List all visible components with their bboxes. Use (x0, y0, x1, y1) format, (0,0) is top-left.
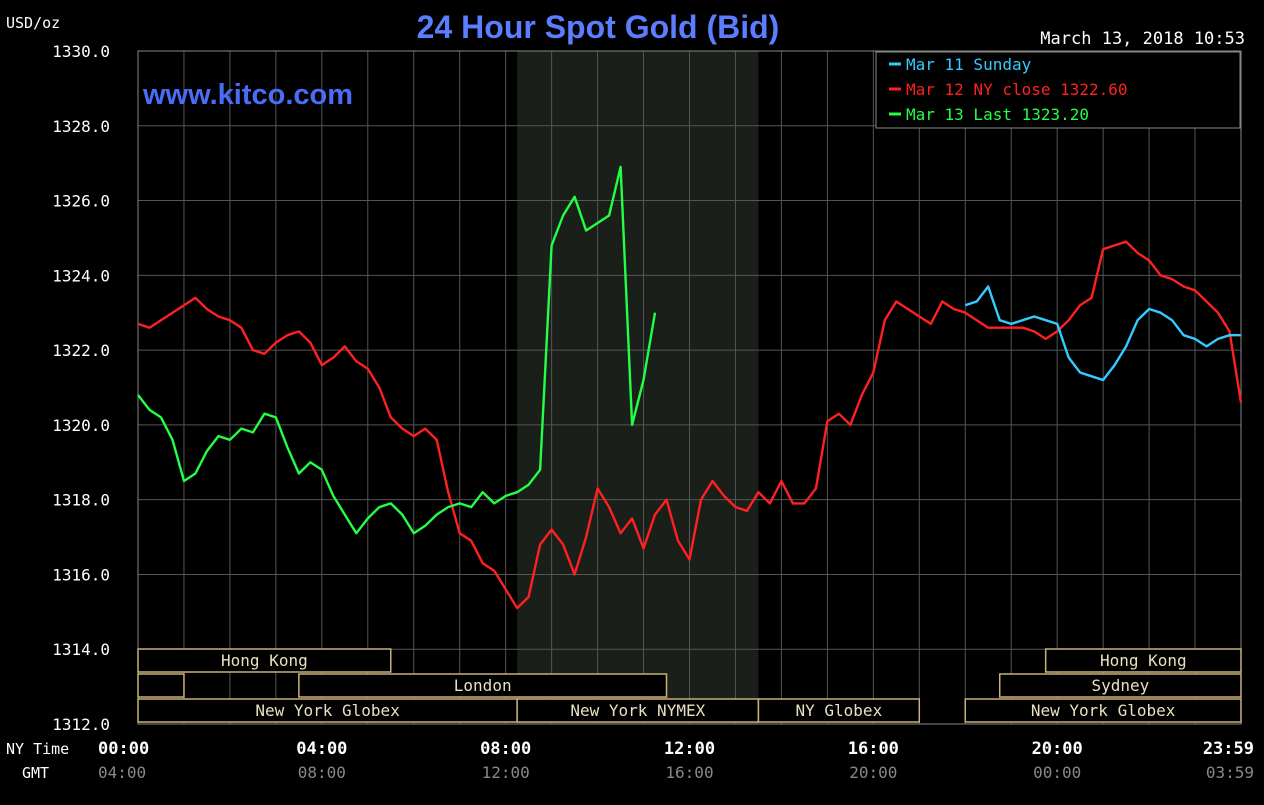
gmt-label: GMT (22, 764, 49, 782)
plot-area: Hong Kong London New York Globex New York N… (137, 50, 1243, 725)
session-label: New York Globex (255, 701, 400, 720)
x-tick-label-gmt: 00:00 (1033, 763, 1081, 782)
y-tick-label: 1318.0 (52, 491, 110, 510)
series-line-1 (964, 285, 1241, 382)
y-tick-label: 1322.0 (52, 341, 110, 360)
session-label: New York NYMEX (570, 701, 705, 720)
price-series (137, 165, 1243, 610)
y-tick-label: 1312.0 (52, 715, 110, 734)
x-tick-label-ny: 08:00 (480, 739, 531, 759)
y-tick-label: 1314.0 (52, 640, 110, 659)
y-axis-labels: 1312.0 1314.0 1316.0 1318.0 1320.0 1322.0 1324… (52, 42, 110, 734)
session-label: Sydney (1091, 676, 1149, 695)
y-tick-label: 1324.0 (52, 266, 110, 285)
session-label: Hong Kong (221, 651, 308, 670)
x-tick-label-gmt: 16:00 (665, 763, 713, 782)
x-tick-label-ny: 04:00 (296, 739, 347, 759)
session-label: Hong Kong (1100, 651, 1187, 670)
legend-entry: Mar 12 NY close 1322.60 (889, 80, 1128, 99)
x-tick-label-ny: 16:00 (848, 739, 899, 759)
chart-title: 24 Hour Spot Gold (Bid) (417, 9, 780, 45)
nymex-shaded-region (517, 51, 759, 724)
x-tick-label-gmt: 12:00 (482, 763, 530, 782)
legend-label: Mar 11 Sunday (906, 55, 1032, 74)
session-bar (137, 673, 185, 698)
market-sessions: Hong Kong London New York Globex New York N… (137, 648, 1242, 723)
session-label: London (454, 676, 512, 695)
legend-box (875, 51, 1241, 129)
session-bar (964, 698, 1242, 723)
session-label: NY Globex (796, 701, 883, 720)
x-axis-labels: 00:00 04:00 04:00 08:00 08:00 12:00 12:00 16:00… (98, 739, 1254, 782)
watermark: www.kitco.com (142, 79, 353, 111)
ny-time-label: NY Time (6, 740, 69, 758)
x-tick-label-gmt: 08:00 (298, 763, 346, 782)
y-tick-label: 1326.0 (52, 192, 110, 211)
x-tick-label-ny: 20:00 (1032, 739, 1083, 759)
y-tick-label: 1328.0 (52, 117, 110, 136)
x-tick-label-ny: 23:59 (1203, 739, 1254, 759)
y-tick-label: 1320.0 (52, 416, 110, 435)
x-tick-label-gmt: 03:59 (1206, 763, 1254, 782)
session-bar (298, 673, 668, 698)
unit-label: USD/oz (6, 14, 60, 32)
x-tick-label-ny: 12:00 (664, 739, 715, 759)
session-bar (757, 698, 921, 723)
legend-entry: Mar 13 Last 1323.20 (889, 105, 1089, 124)
y-tick-label: 1330.0 (52, 42, 110, 61)
x-tick-label-gmt: 04:00 (98, 763, 146, 782)
series-line-2 (137, 165, 657, 535)
session-bar (137, 648, 392, 673)
timestamp: March 13, 2018 10:53 (1040, 29, 1245, 49)
session-bar (1044, 648, 1242, 673)
session-bar (998, 673, 1242, 698)
plot-frame (137, 50, 1242, 725)
vertical-gridlines (183, 51, 1196, 724)
legend-label: Mar 13 Last 1323.20 (906, 105, 1089, 124)
legend-entry: Mar 11 Sunday (889, 55, 1032, 74)
legend-label: Mar 12 NY close 1322.60 (906, 80, 1128, 99)
session-label: New York Globex (1031, 701, 1176, 720)
x-tick-label-ny: 00:00 (98, 739, 149, 759)
series-line-0 (137, 240, 1243, 610)
x-tick-label-gmt: 20:00 (849, 763, 897, 782)
y-tick-label: 1316.0 (52, 565, 110, 584)
